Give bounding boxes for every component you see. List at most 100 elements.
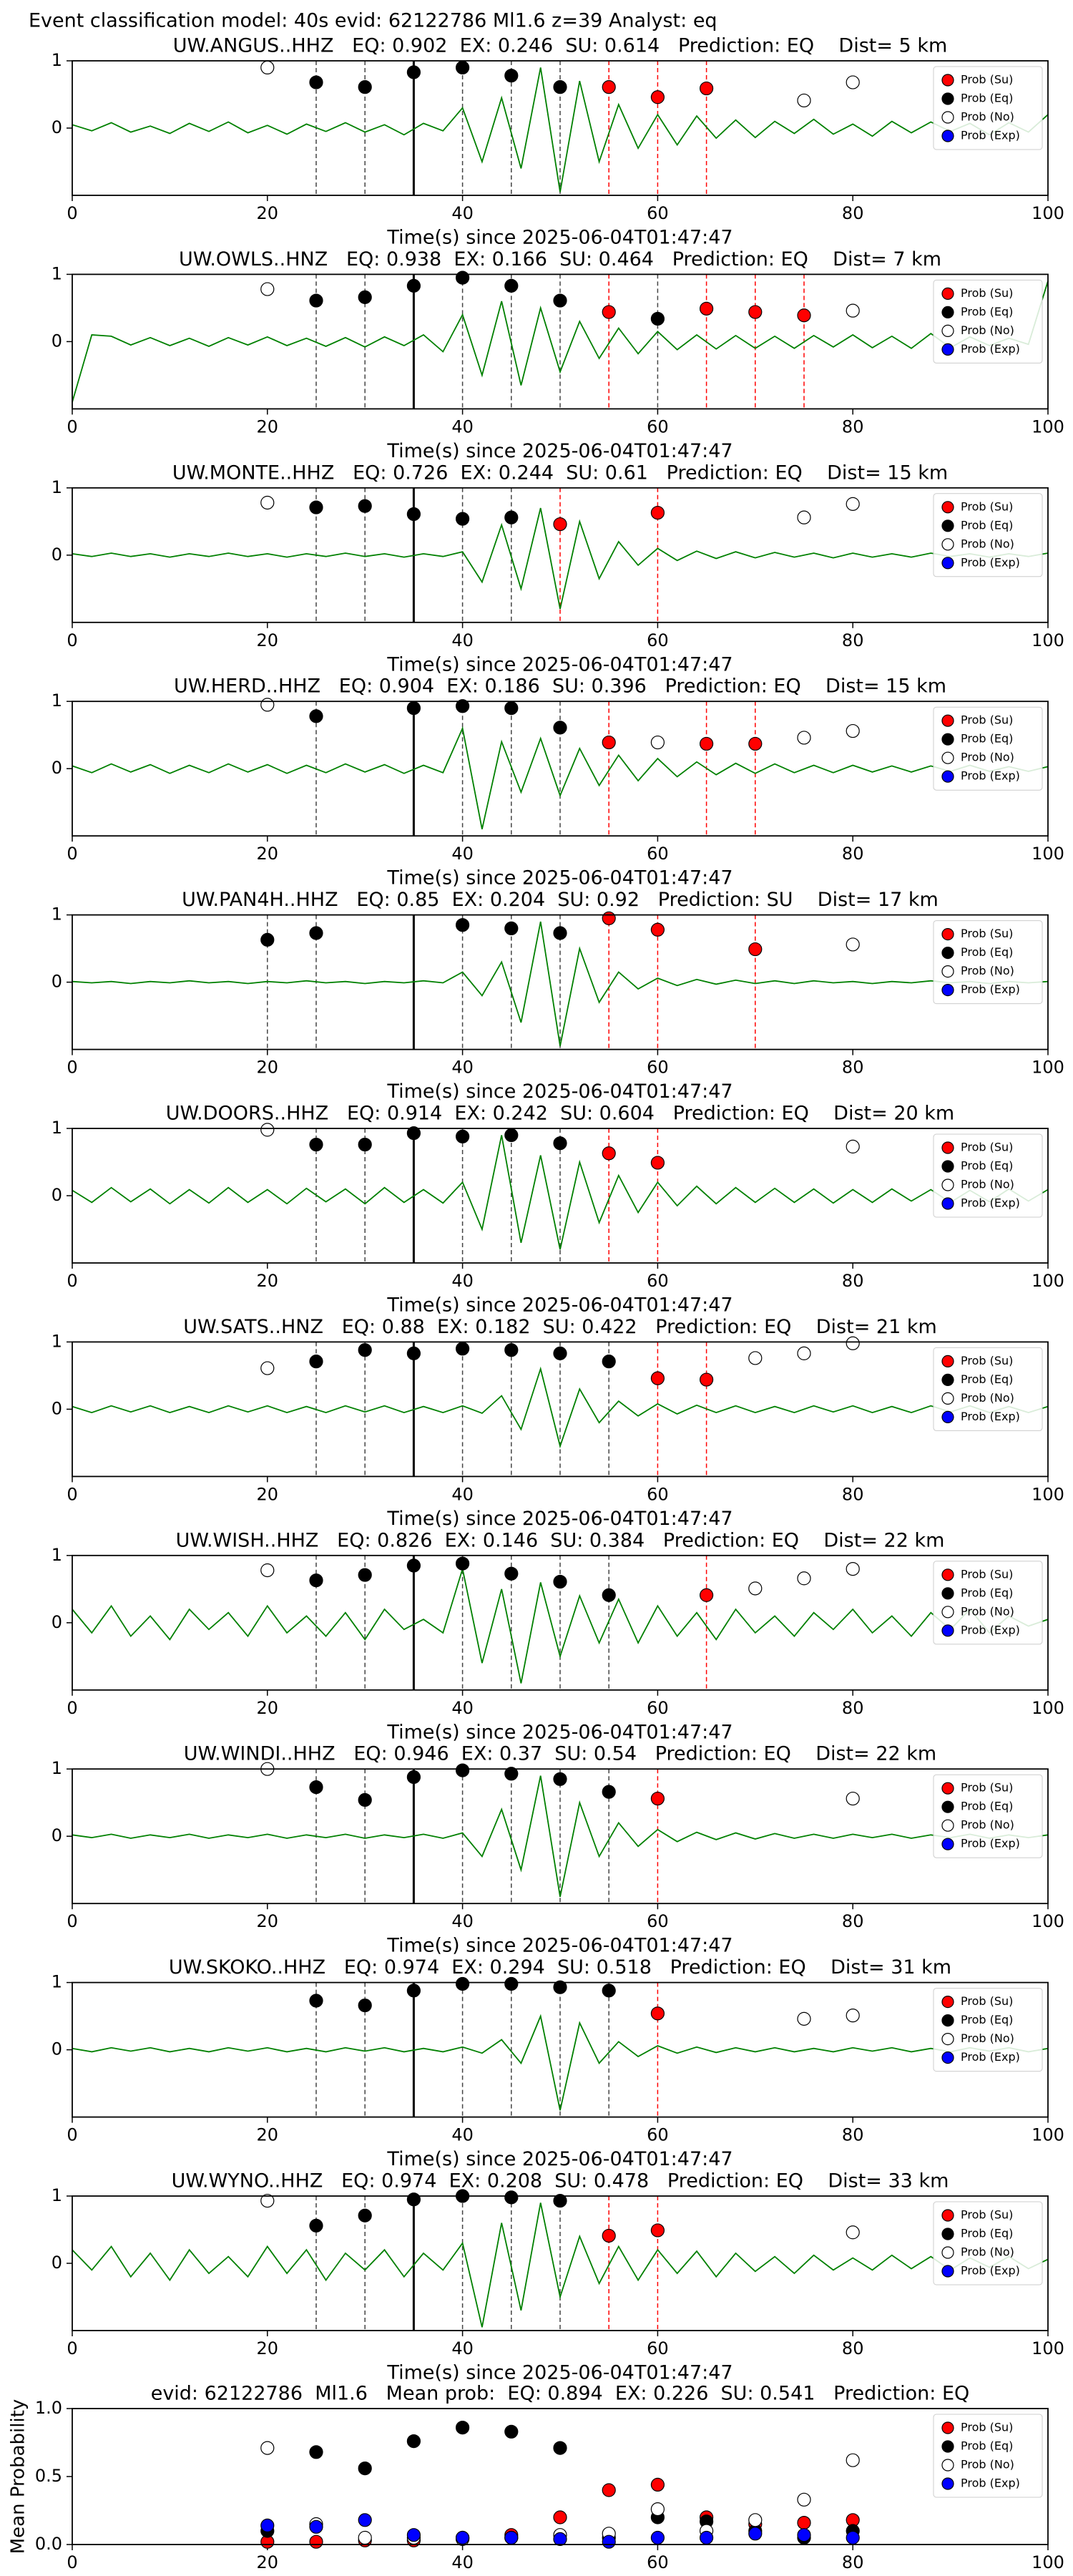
prob-marker <box>309 2218 323 2233</box>
prob-marker <box>358 2462 372 2476</box>
x-tick-label: 60 <box>647 2338 669 2358</box>
x-tick-label: 40 <box>451 1484 474 1504</box>
prob-marker <box>358 499 372 513</box>
prob-marker <box>504 921 519 936</box>
x-axis-label: Time(s) since 2025-06-04T01:47:47 <box>386 440 733 462</box>
legend-marker <box>941 714 954 727</box>
prob-marker <box>504 1976 519 1991</box>
prob-marker <box>455 60 470 75</box>
prob-marker <box>846 723 860 738</box>
prob-marker <box>748 2527 763 2541</box>
prob-marker <box>797 731 811 745</box>
prob-marker <box>504 510 519 525</box>
prob-marker <box>602 1984 616 1998</box>
prob-marker <box>309 1355 323 1369</box>
frame <box>72 1768 1049 1905</box>
x-axis-label: Time(s) since 2025-06-04T01:47:47 <box>386 227 733 249</box>
y-tick-label: 1 <box>52 1758 62 1778</box>
x-tick-label: 20 <box>257 844 279 864</box>
x-tick-label: 0 <box>67 2125 77 2145</box>
legend-label: Prob (No) <box>961 110 1014 124</box>
legend-marker <box>941 111 954 124</box>
waveform <box>72 1568 1049 1684</box>
x-tick-label: 60 <box>647 1271 669 1291</box>
legend-label: Prob (Su) <box>961 73 1013 87</box>
legend-label: Prob (No) <box>961 1818 1014 1832</box>
x-tick-label: 60 <box>647 630 669 650</box>
x-tick-label: 0 <box>67 203 77 223</box>
legend-label: Prob (Exp) <box>961 2264 1020 2278</box>
waveform <box>72 507 1049 610</box>
chart-title: evid: 62122786 Ml1.6 Mean prob: EQ: 0.89… <box>151 2383 970 2405</box>
x-tick-label: 60 <box>647 1911 669 1931</box>
x-tick-label: 80 <box>842 2552 864 2572</box>
legend-label: Prob (Eq) <box>961 1372 1013 1386</box>
legend-box <box>933 1133 1043 1218</box>
prob-marker <box>846 2453 860 2467</box>
prob-marker <box>358 80 372 94</box>
prob-marker <box>553 1772 567 1786</box>
y-tick-label: 0 <box>52 545 62 565</box>
chart-title: UW.ANGUS..HHZ EQ: 0.902 EX: 0.246 SU: 0.… <box>173 35 948 57</box>
legend-box <box>933 1347 1043 1431</box>
prob-marker <box>406 1770 421 1785</box>
x-tick-label: 20 <box>257 1271 279 1291</box>
chart-title: UW.WISH..HHZ EQ: 0.826 EX: 0.146 SU: 0.3… <box>176 1529 945 1551</box>
prob-marker <box>650 2530 665 2545</box>
prob-marker <box>650 922 665 937</box>
prob-marker <box>650 2477 665 2492</box>
legend-box <box>933 1561 1043 1645</box>
legend-label: Prob (Exp) <box>961 1196 1020 1210</box>
prob-marker <box>602 1355 616 1369</box>
legend-marker <box>941 1160 954 1173</box>
prob-marker <box>406 2528 421 2542</box>
prob-marker <box>260 1563 275 1578</box>
prob-marker <box>846 1139 860 1153</box>
legend-label: Prob (Exp) <box>961 129 1020 142</box>
x-tick-label: 80 <box>842 1484 864 1504</box>
prob-marker <box>309 1137 323 1152</box>
prob-marker <box>260 60 275 75</box>
legend-marker <box>941 306 954 318</box>
prob-marker <box>602 305 616 319</box>
legend-marker <box>941 1606 954 1619</box>
prob-marker <box>358 1998 372 2013</box>
legend-marker <box>941 2421 954 2434</box>
x-tick-label: 60 <box>647 844 669 864</box>
prob-marker <box>602 911 616 925</box>
prob-marker <box>650 1156 665 1170</box>
legend-label: Prob (Exp) <box>961 982 1020 996</box>
frame <box>72 1128 1049 1264</box>
prob-marker <box>650 2223 665 2238</box>
prob-marker <box>358 1343 372 1357</box>
legend-marker <box>941 983 954 997</box>
legend-marker <box>941 501 954 514</box>
prob-marker <box>455 1129 470 1143</box>
prob-marker <box>309 1780 323 1795</box>
prob-marker <box>699 301 714 316</box>
prob-marker <box>309 500 323 514</box>
legend-marker <box>941 1197 954 1210</box>
legend-marker <box>941 1838 954 1850</box>
prob-marker <box>699 1372 714 1387</box>
frame <box>72 2408 1049 2545</box>
x-tick-label: 100 <box>1032 1911 1064 1931</box>
prob-marker <box>260 2518 275 2532</box>
chart-title: UW.HERD..HHZ EQ: 0.904 EX: 0.186 SU: 0.3… <box>174 675 946 698</box>
frame <box>72 2195 1049 2331</box>
y-tick-label: 0 <box>52 331 62 351</box>
prob-marker <box>504 1767 519 1781</box>
legend-label: Prob (Su) <box>961 1354 1013 1367</box>
frame <box>72 701 1049 837</box>
frame <box>72 60 1049 196</box>
prob-marker <box>797 308 811 323</box>
waveform <box>72 726 1049 829</box>
y-tick-label: 0 <box>52 117 62 137</box>
prob-marker <box>846 2009 860 2023</box>
legend-marker <box>941 74 954 87</box>
x-axis-label: Time(s) since 2025-06-04T01:47:47 <box>386 1508 733 1530</box>
prob-marker <box>553 926 567 940</box>
legend-label: Prob (Exp) <box>961 2477 1020 2490</box>
legend-box <box>933 1774 1043 1858</box>
